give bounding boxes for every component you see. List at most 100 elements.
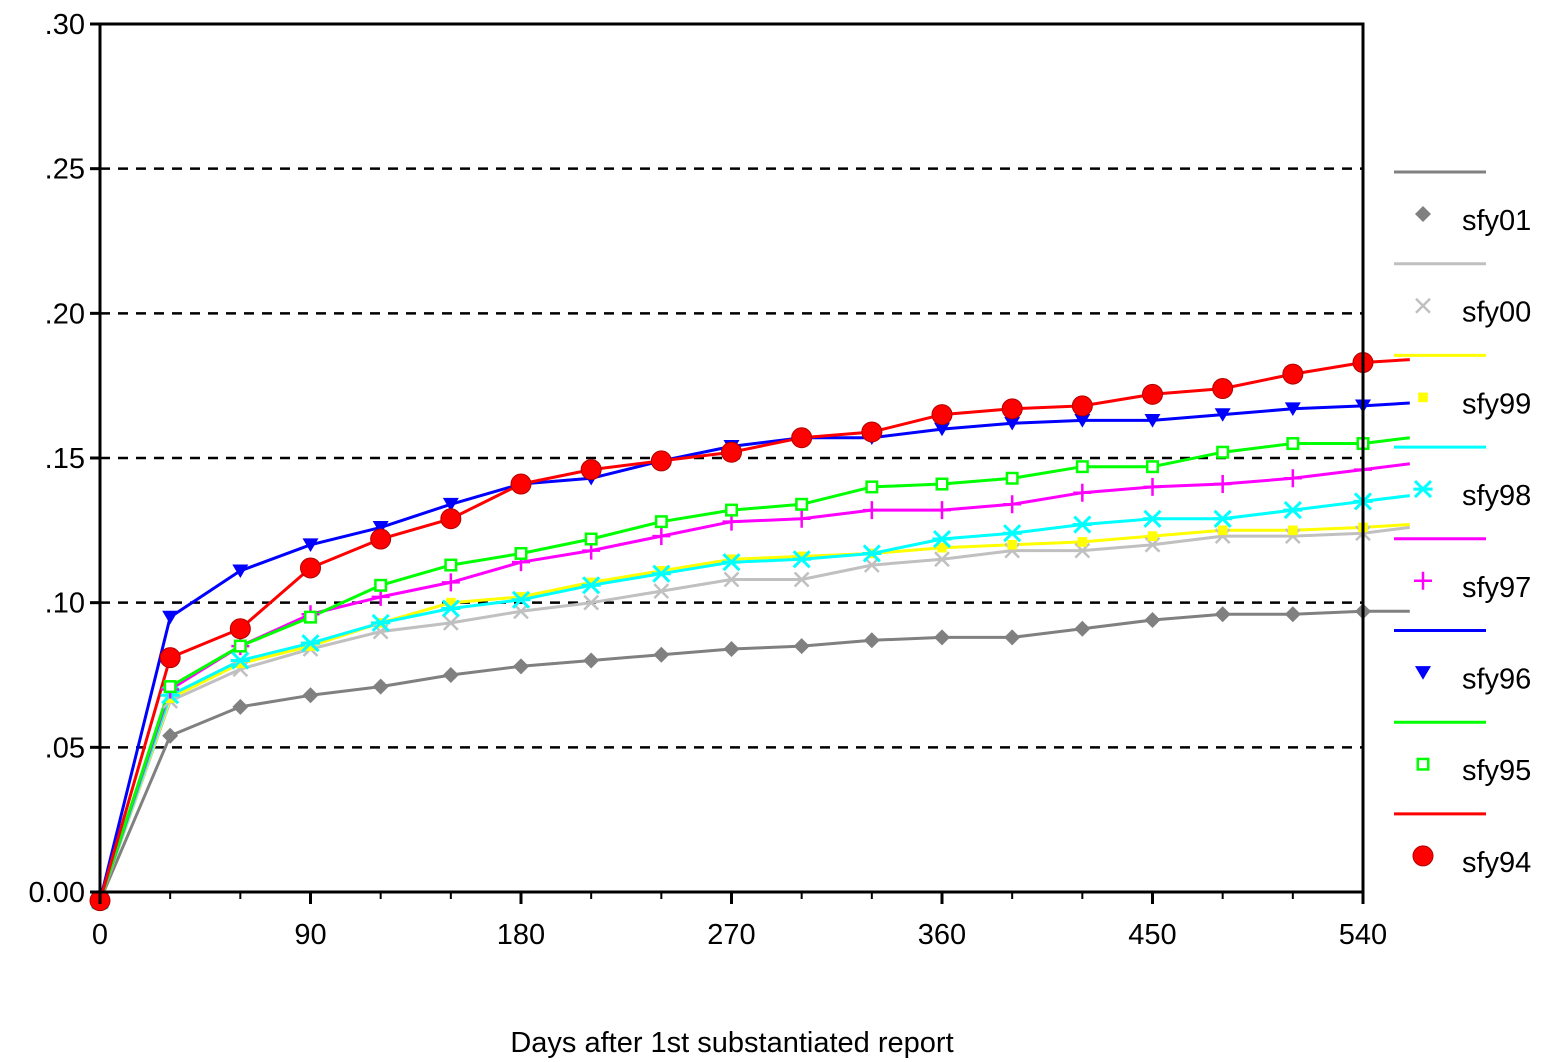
data-point xyxy=(1071,395,1093,417)
data-point xyxy=(721,441,742,463)
y-tick-label: .25 xyxy=(45,154,85,186)
series-line-sfy98 xyxy=(98,494,1410,902)
legend-label-sfy94: sfy94 xyxy=(1462,847,1531,879)
y-tick-label: 0.00 xyxy=(29,877,85,909)
legend-label-sfy98: sfy98 xyxy=(1462,480,1531,512)
data-point xyxy=(441,599,461,618)
data-point xyxy=(650,450,672,472)
data-point xyxy=(1072,515,1092,534)
data-point xyxy=(581,576,601,595)
data-point xyxy=(1075,460,1089,474)
y-tick-label: .05 xyxy=(45,732,85,764)
data-point xyxy=(584,532,598,546)
x-tick-label: 360 xyxy=(918,919,966,951)
data-point xyxy=(442,615,459,631)
data-point xyxy=(1282,363,1304,385)
data-point xyxy=(232,698,249,715)
data-point xyxy=(932,529,952,549)
data-point xyxy=(162,727,179,744)
series-markers-sfy98 xyxy=(90,492,1373,910)
data-point xyxy=(371,613,391,632)
data-point xyxy=(726,554,737,565)
data-point xyxy=(583,594,600,611)
data-point xyxy=(510,473,532,495)
data-point xyxy=(934,629,950,646)
data-point xyxy=(516,592,526,602)
data-point xyxy=(862,544,882,563)
data-point xyxy=(514,546,528,560)
data-point xyxy=(1004,629,1021,646)
data-point xyxy=(934,551,950,568)
data-point xyxy=(372,521,389,535)
data-point xyxy=(934,422,950,437)
data-point xyxy=(302,687,319,704)
data-point xyxy=(586,577,596,588)
data-point xyxy=(795,497,809,511)
data-point xyxy=(235,658,246,669)
data-point xyxy=(933,501,951,520)
y-tick-label: .20 xyxy=(45,298,85,330)
data-point xyxy=(370,528,392,550)
legend-marker-sfy96 xyxy=(1415,666,1431,680)
data-point xyxy=(1416,757,1430,771)
data-point xyxy=(162,610,179,625)
data-point xyxy=(444,558,458,572)
data-point xyxy=(723,571,740,588)
data-point xyxy=(300,634,321,653)
data-point xyxy=(304,610,317,624)
data-point xyxy=(935,477,949,491)
data-point xyxy=(1147,531,1158,541)
data-point xyxy=(725,503,738,517)
data-point xyxy=(651,564,671,583)
data-point xyxy=(441,573,460,592)
data-point xyxy=(1283,469,1302,488)
series-markers-sfy95 xyxy=(93,437,1370,908)
series-line-sfy96 xyxy=(98,401,1410,902)
data-point xyxy=(1003,495,1022,514)
data-point xyxy=(656,566,667,576)
data-point xyxy=(233,639,247,653)
data-point xyxy=(721,553,742,572)
data-point xyxy=(937,542,947,553)
x-tick-label: 180 xyxy=(497,919,545,951)
legend-marker-sfy94 xyxy=(1412,845,1434,867)
data-point xyxy=(1074,620,1091,637)
data-point xyxy=(511,590,531,609)
data-point xyxy=(1007,540,1017,550)
x-axis-title: Days after 1st substantiated report xyxy=(510,1027,953,1059)
data-point xyxy=(1284,402,1301,417)
data-point xyxy=(300,557,321,579)
data-point xyxy=(723,640,740,657)
data-point xyxy=(652,527,671,546)
legend-marker-sfy01 xyxy=(1415,206,1431,222)
data-point xyxy=(513,603,529,620)
data-point xyxy=(230,651,250,670)
data-point xyxy=(1217,525,1228,536)
legend-marker-sfy98 xyxy=(1413,480,1433,499)
legend-label-sfy99: sfy99 xyxy=(1462,388,1531,420)
data-point xyxy=(1284,606,1301,623)
data-point xyxy=(1002,524,1022,543)
data-point xyxy=(1214,408,1231,422)
data-point xyxy=(229,618,251,640)
data-point xyxy=(863,557,880,573)
data-point xyxy=(1213,475,1232,494)
data-point xyxy=(1413,480,1433,499)
data-point xyxy=(1214,606,1231,623)
legend-marker-sfy99 xyxy=(1418,392,1428,403)
data-point xyxy=(1213,509,1233,528)
data-point xyxy=(1005,471,1019,485)
data-point xyxy=(653,646,670,663)
x-tick-label: 450 xyxy=(1128,919,1176,951)
legend-marker-sfy95 xyxy=(1416,757,1430,771)
data-point xyxy=(654,515,668,529)
data-point xyxy=(1415,297,1431,314)
data-point xyxy=(1415,206,1431,222)
y-tick-label: .30 xyxy=(45,9,85,41)
series-line-sfy94 xyxy=(98,358,1410,902)
series-line-sfy01 xyxy=(98,609,1410,902)
data-point xyxy=(1144,612,1161,629)
data-point xyxy=(1414,571,1432,590)
